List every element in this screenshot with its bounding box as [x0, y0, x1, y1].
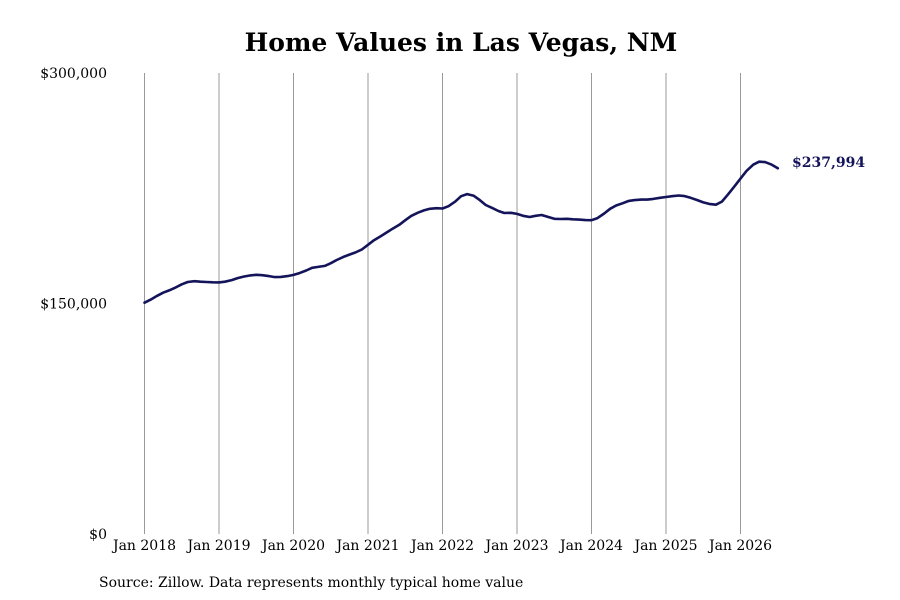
x-tick-label: Jan 2024 — [558, 538, 623, 554]
y-tick-label: $0 — [89, 527, 107, 543]
gridlines — [145, 73, 741, 534]
x-tick-label: Jan 2026 — [707, 538, 772, 554]
y-axis-ticks: $0 $150,000 $300,000 — [40, 66, 107, 543]
x-axis-ticks: Jan 2018 Jan 2019 Jan 2020 Jan 2021 Jan 2022… — [111, 538, 772, 554]
y-tick-label: $150,000 — [40, 297, 107, 313]
series-layer — [145, 162, 778, 303]
x-tick-label: Jan 2019 — [185, 538, 250, 554]
source-note: Source: Zillow. Data represents monthly … — [99, 575, 523, 591]
x-tick-label: Jan 2018 — [111, 538, 176, 554]
x-tick-label: Jan 2021 — [334, 538, 399, 554]
chart-title: Home Values in Las Vegas, NM — [245, 28, 678, 57]
end-value-label: $237,994 — [792, 155, 865, 171]
x-tick-label: Jan 2025 — [632, 538, 697, 554]
x-tick-label: Jan 2022 — [409, 538, 474, 554]
series-line-0 — [145, 162, 778, 303]
x-tick-label: Jan 2023 — [483, 538, 548, 554]
y-tick-label: $300,000 — [40, 66, 107, 82]
x-tick-label: Jan 2020 — [260, 538, 325, 554]
